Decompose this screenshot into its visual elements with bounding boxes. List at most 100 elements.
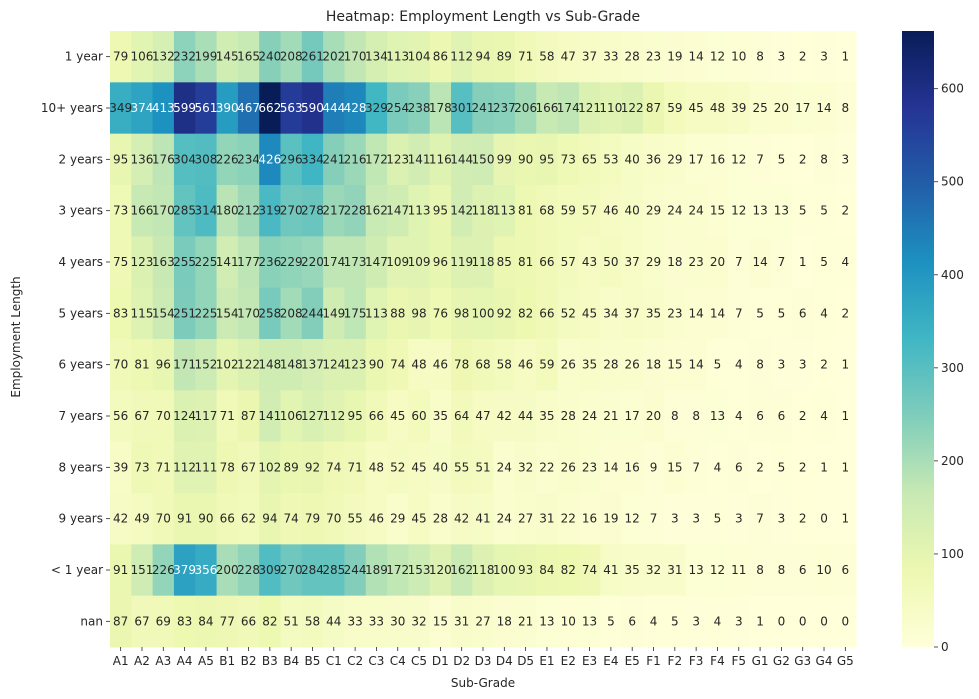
cell-value-label: 8 (692, 409, 700, 423)
cell-value-label: 14 (689, 50, 704, 64)
heatmap-cell (536, 390, 559, 443)
heatmap-cell (237, 390, 260, 443)
cell-value-label: 285 (173, 204, 196, 218)
cell-value-label: 87 (646, 101, 661, 115)
y-tick-label: 7 years (59, 409, 103, 423)
y-tick-label: 8 years (59, 460, 103, 474)
cell-value-label: 467 (237, 101, 260, 115)
heatmap-cell (728, 31, 750, 83)
cell-value-label: 96 (156, 358, 171, 372)
cell-value-label: 212 (237, 204, 260, 218)
cell-value-label: 74 (284, 512, 299, 526)
cell-value-label: 1 (820, 460, 828, 474)
heatmap-cell (429, 185, 452, 237)
x-tick-label: B5 (305, 654, 321, 668)
cell-value-label: 123 (131, 255, 154, 269)
heatmap-cell (621, 544, 644, 597)
heatmap-cell (173, 493, 196, 545)
cell-value-label: 7 (650, 512, 658, 526)
x-tick-label: C2 (347, 654, 363, 668)
cell-value-label: 124 (322, 358, 345, 372)
colorbar-tick-label: 600 (941, 82, 964, 96)
heatmap-cell (344, 544, 367, 597)
heatmap-cell (216, 595, 239, 648)
cell-value-label: 270 (280, 204, 303, 218)
heatmap-cell (387, 133, 409, 186)
heatmap-cell (451, 82, 473, 135)
cell-value-label: 136 (131, 152, 154, 166)
heatmap-cell (216, 493, 239, 545)
heatmap-cell (195, 133, 218, 186)
heatmap-cell (173, 544, 196, 597)
heatmap-cell (259, 31, 282, 83)
cell-value-label: 31 (667, 563, 682, 577)
heatmap-cell (387, 339, 409, 391)
cell-value-label: 166 (131, 204, 154, 218)
heatmap-cell (110, 390, 132, 443)
heatmap-cell (664, 133, 686, 186)
heatmap-cell (195, 390, 218, 443)
heatmap-cell (387, 390, 409, 443)
heatmap-cell (706, 185, 729, 237)
heatmap-cell (152, 493, 175, 545)
cell-value-label: 116 (429, 152, 452, 166)
heatmap-cell (152, 441, 175, 494)
heatmap-cell (408, 544, 431, 597)
cell-value-label: 78 (454, 358, 469, 372)
heatmap-cell (728, 185, 750, 237)
cell-value-label: 14 (710, 306, 725, 320)
x-tick-label: A4 (177, 654, 193, 668)
cell-value-label: 4 (714, 614, 722, 628)
y-axis-ticks: 1 year 10+ years 2 years 3 years 4 years 5 ye… (41, 50, 110, 628)
cell-value-label: 255 (173, 255, 196, 269)
heatmap-cell (131, 390, 154, 443)
cell-value-label: 24 (497, 460, 512, 474)
heatmap-cell (429, 339, 452, 391)
cell-value-label: 5 (671, 614, 679, 628)
heatmap-cell (173, 390, 196, 443)
heatmap-cell (493, 390, 516, 443)
cell-value-label: 89 (284, 460, 299, 474)
cell-value-label: 35 (433, 409, 448, 423)
cell-value-label: 270 (280, 563, 303, 577)
heatmap-cell (216, 441, 239, 494)
cell-value-label: 9 (650, 460, 658, 474)
heatmap-cell (664, 287, 686, 340)
cell-value-label: 62 (241, 512, 256, 526)
heatmap-cell (578, 544, 601, 597)
x-axis-ticks: A1 A2 A3 A4 A5 B1 B2 B3 B4 B5 C1 C2 C3 C4 C5 D1 D2 D3 D4 D5… (113, 647, 854, 668)
heatmap-cell (152, 31, 175, 83)
heatmap-cell (621, 595, 644, 648)
cell-value-label: 91 (177, 512, 192, 526)
y-tick-label: 1 year (65, 50, 103, 64)
cell-value-label: 67 (241, 460, 256, 474)
heatmap-cell (600, 595, 623, 648)
cell-value-label: 329 (365, 101, 388, 115)
cell-value-label: 113 (386, 50, 409, 64)
cell-value-label: 6 (842, 563, 850, 577)
cell-value-label: 24 (667, 204, 682, 218)
cell-value-label: 27 (518, 512, 533, 526)
heatmap-cell (429, 133, 452, 186)
cell-value-label: 59 (667, 101, 682, 115)
cell-value-label: 173 (344, 255, 367, 269)
cell-value-label: 74 (582, 563, 597, 577)
heatmap-cell (728, 595, 750, 648)
cell-value-label: 16 (710, 152, 725, 166)
heatmap-cell (429, 31, 452, 83)
heatmap-cell (514, 185, 537, 237)
heatmap-cell (365, 441, 388, 494)
cell-value-label: 48 (369, 460, 384, 474)
cell-value-label: 14 (603, 460, 618, 474)
heatmap-cell (195, 595, 218, 648)
cell-value-label: 68 (539, 204, 554, 218)
cell-value-label: 444 (322, 101, 345, 115)
heatmap-cell (728, 236, 750, 289)
cell-value-label: 14 (689, 306, 704, 320)
heatmap-cell (408, 595, 431, 648)
heatmap-cell (259, 133, 282, 186)
heatmap-cell (323, 82, 345, 135)
heatmap-cell (387, 441, 409, 494)
cell-value-label: 12 (731, 204, 746, 218)
heatmap-cell (728, 390, 750, 443)
